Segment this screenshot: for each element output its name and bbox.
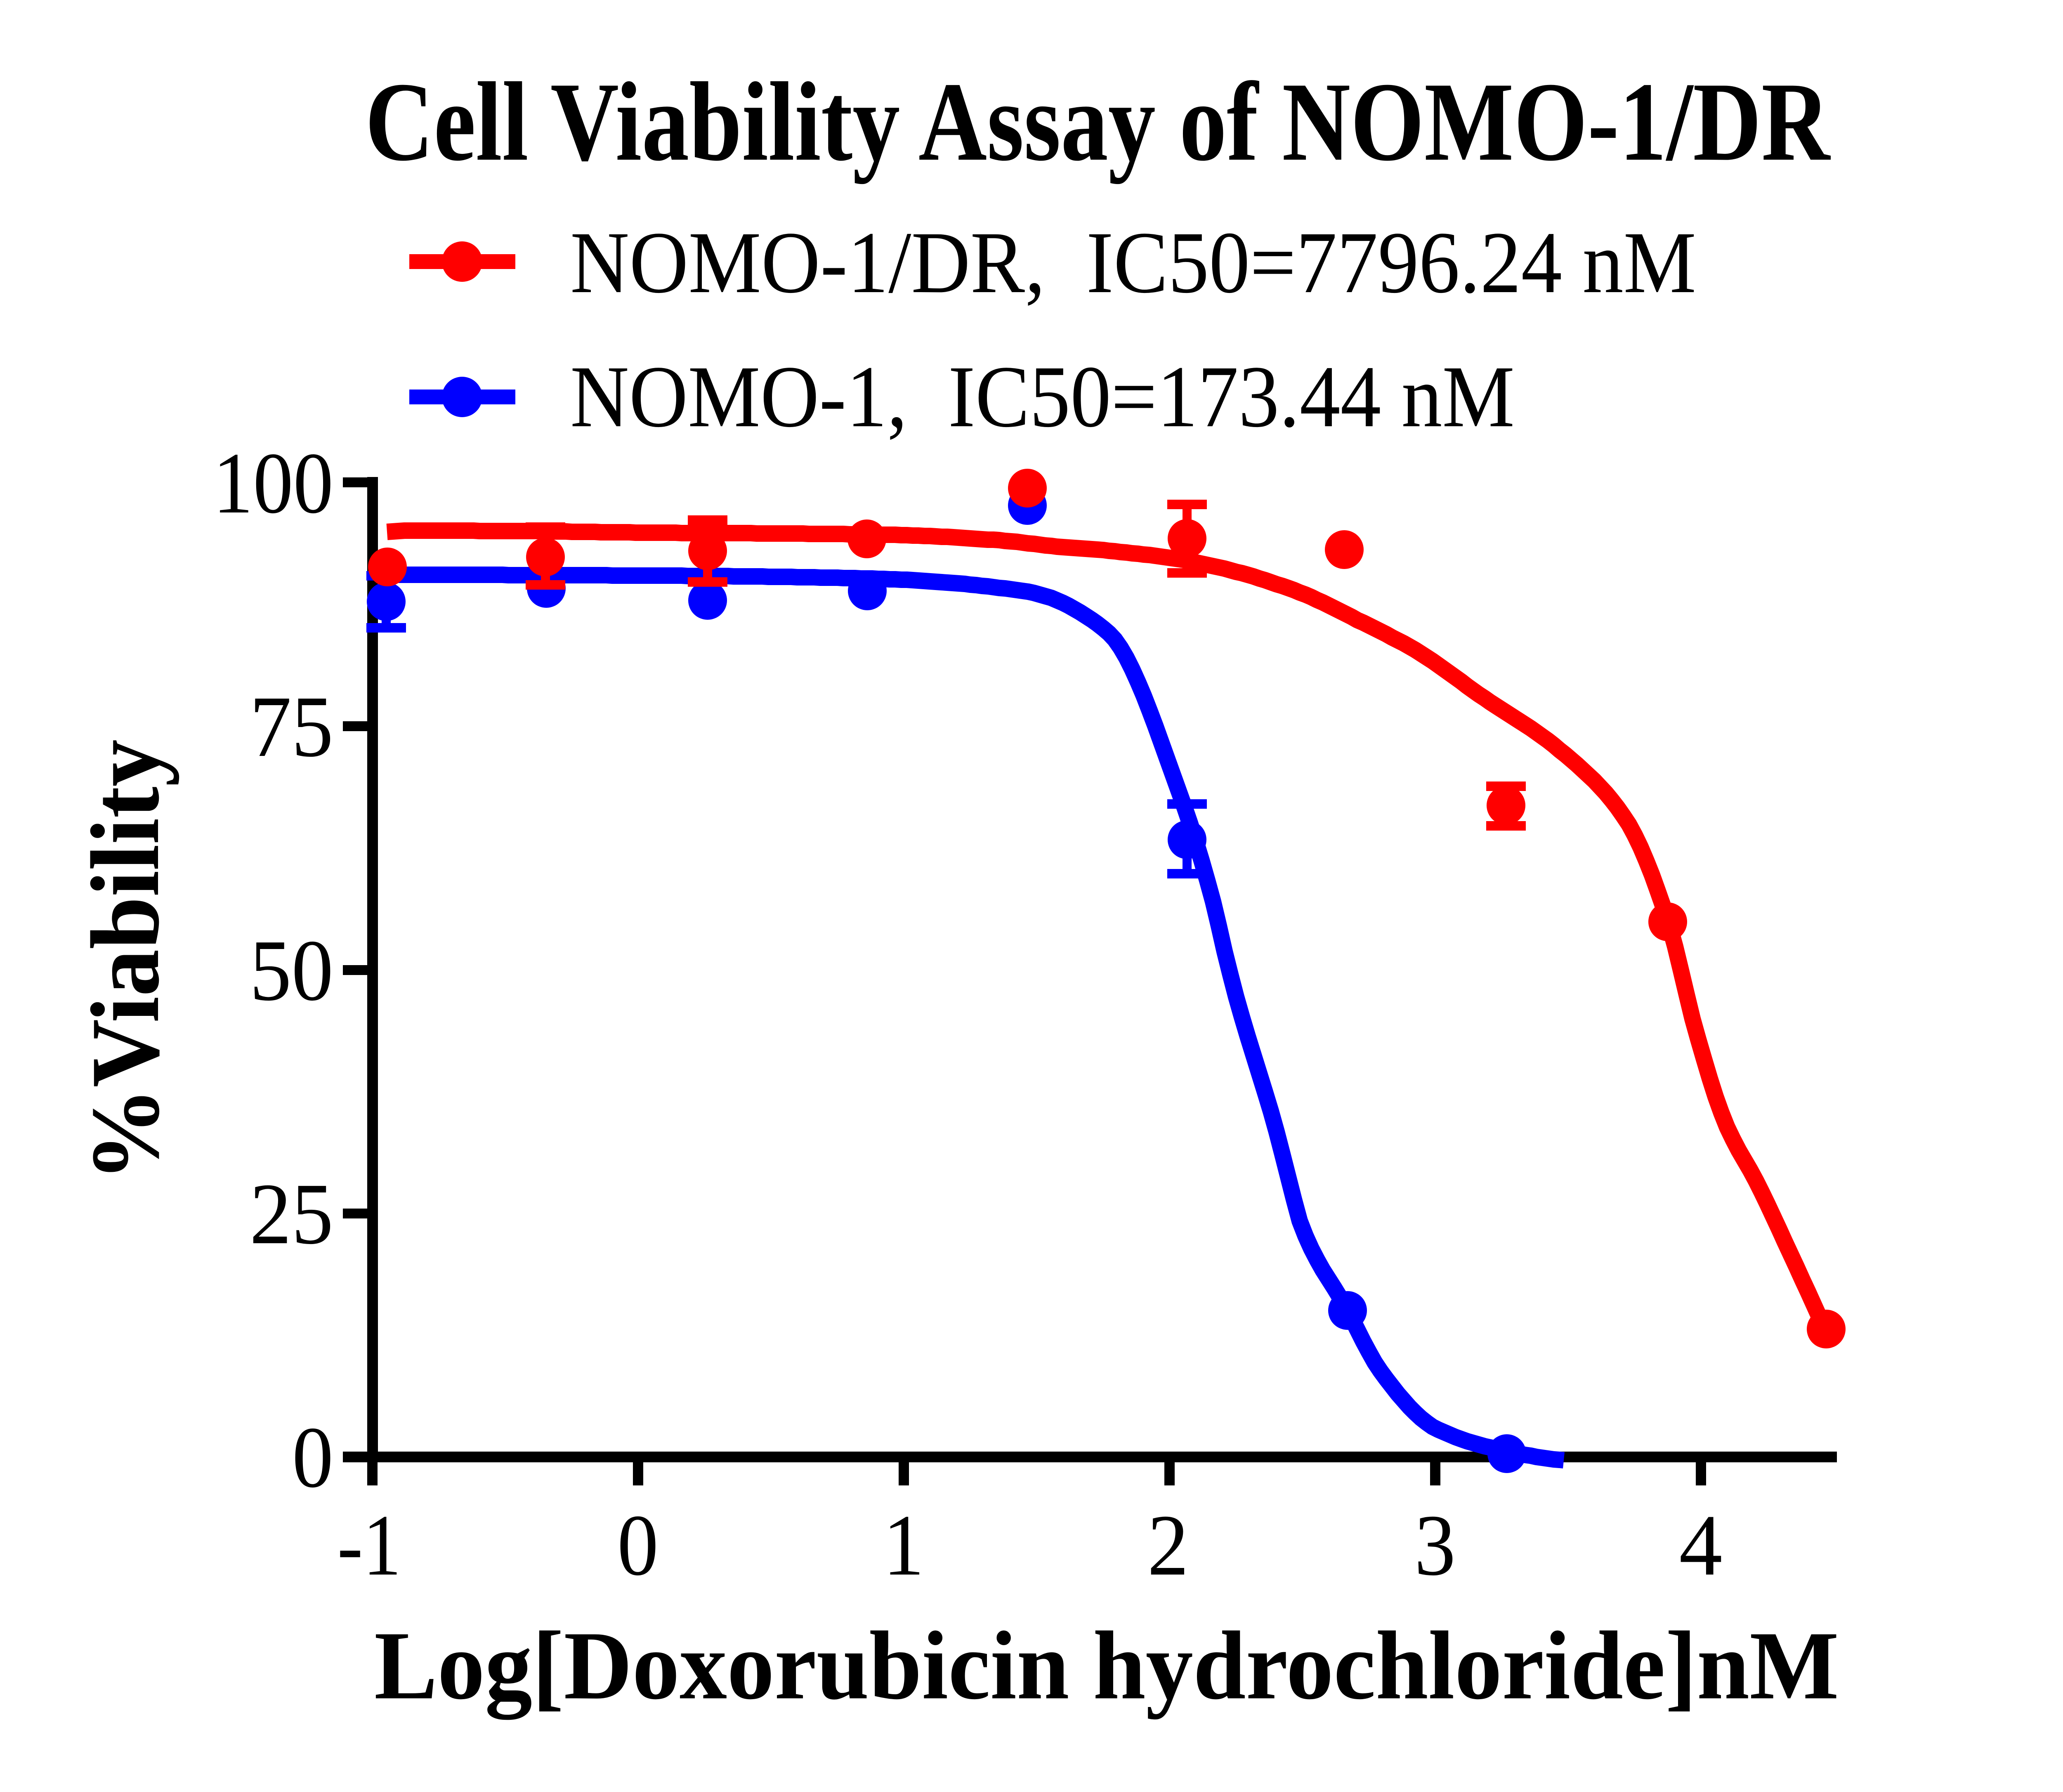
svg-text:75: 75 xyxy=(250,678,333,775)
svg-text:Cell Viability Assay of NOMO-1: Cell Viability Assay of NOMO-1/DR xyxy=(365,59,1831,184)
svg-text:Log[Doxorubicin hydrochloride]: Log[Doxorubicin hydrochloride]nM xyxy=(374,1612,1839,1720)
svg-text:%Viability: %Viability xyxy=(71,739,179,1182)
svg-text:0: 0 xyxy=(292,1409,333,1506)
svg-text:2: 2 xyxy=(1147,1497,1189,1594)
svg-text:0: 0 xyxy=(617,1497,659,1594)
svg-text:1: 1 xyxy=(883,1497,924,1594)
svg-text:NOMO-1/DR, IC50=7796.24 nM: NOMO-1/DR, IC50=7796.24 nM xyxy=(570,214,1696,312)
svg-text:NOMO-1, IC50=173.44 nM: NOMO-1, IC50=173.44 nM xyxy=(570,348,1515,446)
svg-text:-1: -1 xyxy=(338,1497,401,1594)
svg-text:100: 100 xyxy=(213,434,333,531)
svg-text:4: 4 xyxy=(1679,1497,1723,1594)
svg-text:25: 25 xyxy=(250,1165,333,1262)
svg-text:50: 50 xyxy=(250,922,333,1019)
svg-text:3: 3 xyxy=(1414,1497,1456,1594)
